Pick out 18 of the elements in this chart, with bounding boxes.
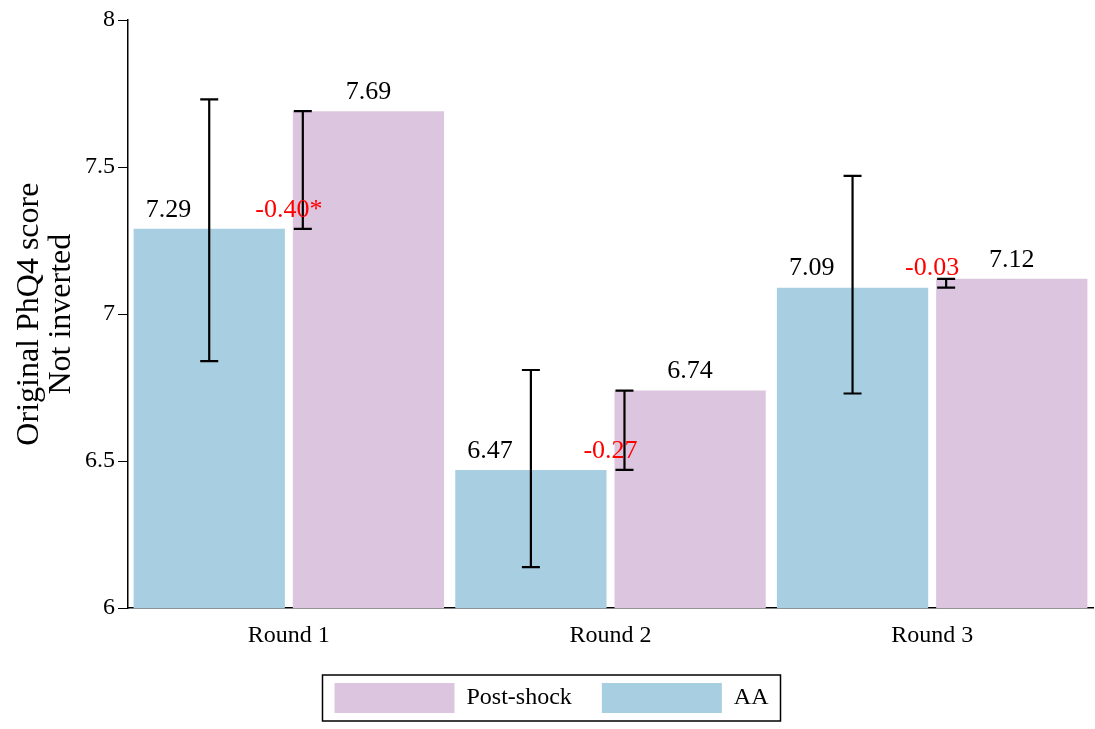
legend-label: Post-shock <box>466 683 572 710</box>
data-label: 6.47 <box>467 434 513 464</box>
y-tick-label: 7.5 <box>85 152 115 179</box>
data-label: 7.69 <box>345 76 392 105</box>
y-tick-label: 8 <box>103 5 115 32</box>
data-label: 7.12 <box>989 243 1035 273</box>
x-tick-label: Round 2 <box>569 620 652 647</box>
data-label: 6.74 <box>667 355 713 385</box>
data-label: 7.29 <box>145 193 192 223</box>
y-axis-title: Original PhQ4 score Not inverted <box>9 182 78 446</box>
x-tick-label: Round 3 <box>891 620 974 647</box>
x-tick-label: Round 1 <box>247 620 330 647</box>
y-tick-label: 7 <box>103 299 115 326</box>
annotation: -0.03 <box>905 252 960 282</box>
y-tick-label: 6.5 <box>85 446 115 473</box>
legend-label: AA <box>733 683 770 710</box>
data-label: 7.09 <box>788 252 835 282</box>
y-tick-label: 6 <box>103 593 115 620</box>
